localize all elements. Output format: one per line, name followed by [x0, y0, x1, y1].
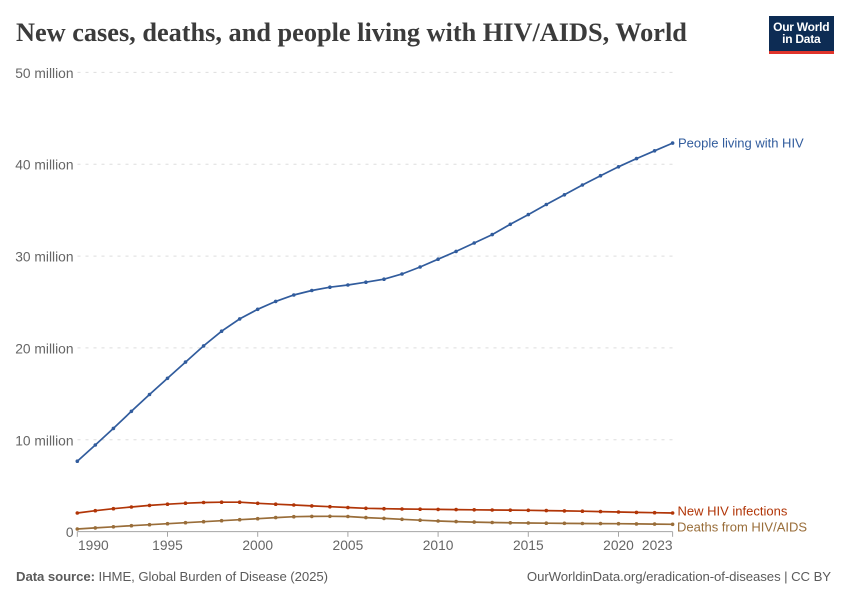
svg-text:20 million: 20 million — [15, 341, 73, 356]
svg-text:10 million: 10 million — [15, 433, 73, 448]
svg-text:40 million: 40 million — [15, 158, 73, 173]
svg-text:0: 0 — [66, 525, 74, 540]
svg-text:1995: 1995 — [152, 538, 183, 553]
svg-text:2023: 2023 — [642, 538, 673, 553]
svg-text:People living with HIV: People living with HIV — [678, 136, 804, 151]
svg-text:30 million: 30 million — [15, 250, 73, 265]
svg-text:Deaths from HIV/AIDS: Deaths from HIV/AIDS — [677, 520, 807, 535]
svg-text:1990: 1990 — [78, 538, 109, 553]
svg-text:2000: 2000 — [242, 538, 273, 553]
svg-text:50 million: 50 million — [15, 66, 73, 81]
svg-text:2015: 2015 — [513, 538, 544, 553]
svg-text:2020: 2020 — [603, 538, 634, 553]
svg-text:2005: 2005 — [333, 538, 364, 553]
svg-text:New HIV infections: New HIV infections — [678, 504, 788, 519]
svg-text:2010: 2010 — [423, 538, 454, 553]
